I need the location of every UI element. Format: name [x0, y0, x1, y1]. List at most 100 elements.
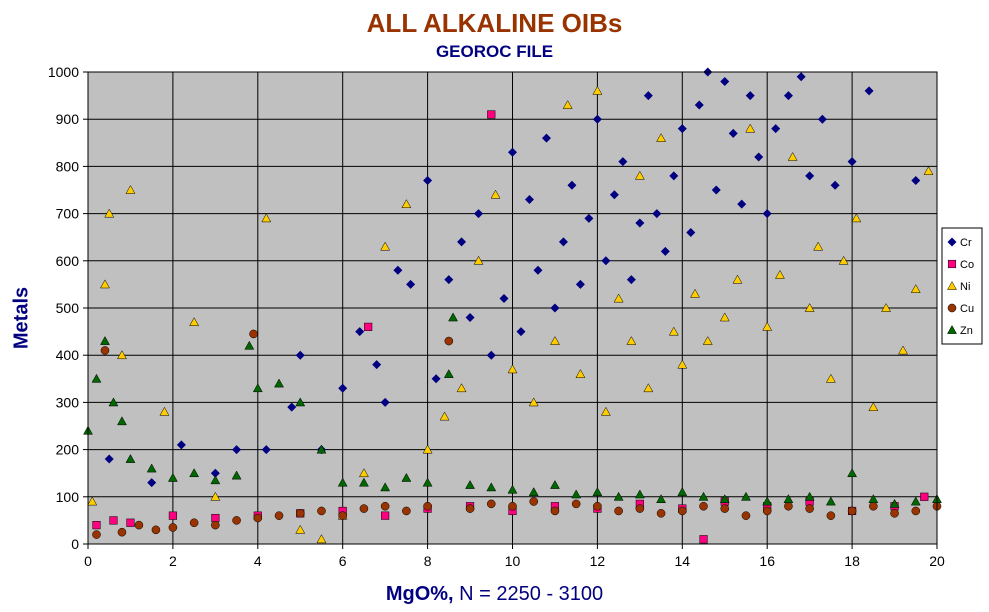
point-cu: [678, 506, 687, 516]
point-cr: [694, 100, 704, 110]
point-ni: [634, 170, 645, 180]
point-ni: [600, 406, 611, 416]
point-cr: [423, 176, 433, 186]
point-cu: [151, 525, 161, 535]
point-ni: [507, 364, 518, 374]
point-zn: [677, 487, 688, 496]
point-cu: [338, 511, 348, 520]
point-cu: [117, 527, 127, 537]
y-tick-label: 1000: [48, 64, 79, 80]
x-tick-label: 12: [590, 553, 606, 569]
point-ni: [813, 241, 824, 251]
point-ni: [422, 444, 433, 454]
point-cr: [677, 124, 687, 134]
point-cu: [100, 346, 110, 355]
data-points: [83, 67, 942, 544]
point-cr: [499, 294, 509, 304]
point-cr: [516, 327, 526, 337]
point-co: [699, 535, 708, 544]
point-zn: [337, 477, 348, 487]
point-cu: [784, 501, 793, 511]
point-ni: [295, 524, 306, 534]
point-cr: [864, 86, 874, 96]
point-ni: [745, 123, 756, 133]
point-ni: [804, 302, 815, 312]
point-ni: [898, 345, 908, 355]
x-axis-label: MgO%, N = 2250 - 3100: [0, 582, 989, 606]
point-zn: [825, 496, 836, 506]
point-cr: [805, 171, 815, 181]
point-cr: [660, 246, 670, 256]
point-cu: [656, 509, 666, 518]
point-ni: [775, 269, 785, 279]
point-cu: [359, 504, 369, 513]
point-ni: [626, 336, 637, 345]
point-ni: [668, 326, 679, 336]
point-ni: [851, 213, 862, 223]
point-cr: [720, 76, 730, 86]
point-zn: [507, 484, 518, 494]
point-cr: [830, 180, 840, 190]
point-ni: [690, 288, 700, 298]
point-cr: [686, 227, 696, 237]
point-ni: [838, 255, 849, 265]
legend-label-ni: Ni: [960, 281, 970, 293]
point-zn: [550, 479, 560, 489]
point-cr: [465, 312, 475, 322]
legend-marker-cu: [947, 303, 957, 313]
point-zn: [252, 383, 263, 393]
point-zn: [448, 312, 458, 322]
point-zn: [100, 336, 110, 345]
point-cr: [601, 256, 611, 266]
point-ni: [380, 241, 391, 251]
point-cr: [457, 237, 467, 247]
point-cu: [550, 506, 560, 516]
point-zn: [443, 369, 454, 378]
x-tick-label: 14: [675, 553, 691, 569]
point-cu: [92, 530, 101, 539]
point-cr: [393, 265, 403, 275]
x-axis-label-main: MgO%,: [385, 583, 454, 605]
point-co: [109, 516, 118, 525]
point-cu: [134, 520, 144, 530]
y-tick-label: 800: [56, 158, 80, 174]
legend-marker-cr: [947, 237, 957, 247]
point-cu: [295, 509, 305, 518]
x-tick-label: 20: [929, 553, 945, 569]
point-ni: [575, 369, 586, 378]
gridlines: [88, 72, 937, 544]
point-ni: [923, 166, 934, 175]
point-ni: [787, 151, 798, 161]
point-zn: [465, 479, 475, 489]
x-axis-label-note: N = 2250 - 3100: [459, 583, 604, 605]
point-cr: [847, 157, 857, 167]
point-cr: [745, 91, 755, 101]
point-cu: [423, 501, 432, 511]
point-cu: [826, 511, 836, 520]
point-zn: [401, 472, 412, 482]
point-cr: [558, 237, 568, 247]
x-tick-label: 2: [169, 553, 177, 569]
point-ni: [316, 534, 327, 544]
point-cr: [406, 279, 416, 289]
point-cr: [104, 454, 114, 464]
point-ni: [592, 85, 603, 95]
point-cr: [295, 350, 305, 360]
point-ni: [550, 336, 560, 345]
point-cu: [890, 509, 899, 518]
point-cr: [728, 128, 738, 138]
point-cu: [486, 499, 496, 509]
legend-label-co: Co: [960, 259, 974, 271]
point-cr: [575, 279, 585, 289]
point-cu: [465, 504, 475, 513]
point-ni: [359, 468, 369, 478]
chart-title: ALL ALKALINE OIBs: [366, 8, 623, 38]
point-cr: [176, 440, 186, 450]
point-zn: [847, 468, 858, 478]
series-cu: [92, 329, 942, 539]
point-cr: [771, 124, 781, 134]
point-cr: [737, 199, 747, 209]
point-cr: [796, 72, 806, 82]
point-zn: [698, 491, 709, 501]
